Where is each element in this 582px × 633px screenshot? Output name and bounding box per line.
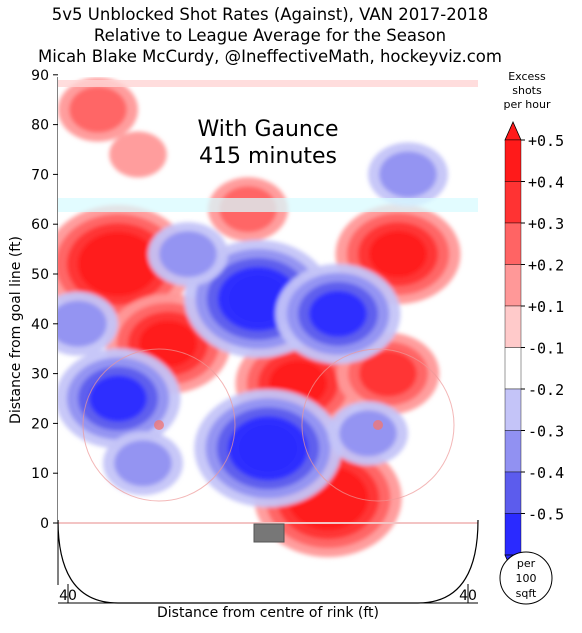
colorbar-band: [504, 305, 522, 348]
contour-region: [69, 86, 127, 133]
chart-subtitle: Relative to League Average for the Seaso…: [93, 26, 447, 45]
y-tick-group: 0 10 20 30 40 50 60 70 80 90: [31, 68, 58, 532]
chart-author: Micah Blake McCurdy, @IneffectiveMath, h…: [38, 47, 502, 66]
colorbar-tick-label: +0.2: [528, 257, 564, 275]
colorbar-tick-label: +0.3: [528, 215, 564, 233]
faceoff-circle-left: [82, 348, 236, 502]
colorbar: Excess shots per hour +0.5+0.4+0.3+0.2+0…: [499, 70, 564, 605]
y-tick-label: 60: [31, 217, 49, 233]
player-label: With Gaunce: [198, 117, 339, 142]
unit-line2: 100: [516, 572, 537, 585]
contour-layer: [58, 77, 461, 558]
rink-boards-corner: [57, 519, 479, 604]
colorbar-band: [504, 388, 522, 431]
y-tick-label: 70: [31, 167, 49, 183]
colorbar-tick-label: -0.3: [528, 423, 564, 441]
colorbar-title-line2: shots: [512, 84, 542, 97]
y-tick-label: 30: [31, 367, 49, 383]
contour-region: [58, 300, 107, 347]
colorbar-band: [504, 181, 522, 224]
y-axis: 0 10 20 30 40 50 60 70 80 90 Distance from goal l…: [8, 68, 59, 585]
colorbar-tick-label: -0.5: [528, 506, 564, 524]
goal-net: [253, 523, 285, 543]
faceoff-circle-right: [301, 348, 455, 502]
colorbar-labels: +0.5 +0.4 +0.3 +0.2 +0.1 -0.1 -0.2 -0.3 -0.4 -0.5: [521, 132, 564, 524]
colorbar-band: [504, 139, 522, 182]
faceoff-dot-left: [154, 420, 164, 430]
contour-region: [89, 375, 147, 422]
colorbar-tick-label: -0.4: [528, 464, 564, 482]
colorbar-bands: [504, 121, 522, 574]
contour-region: [339, 410, 397, 457]
contour-region: [239, 425, 297, 472]
colorbar-extend-top: [504, 121, 522, 141]
colorbar-band: [504, 347, 522, 390]
colorbar-tick-label: -0.1: [528, 340, 564, 358]
y-axis-label: Distance from goal line (ft): [8, 236, 24, 424]
x-tick-label: 40: [459, 588, 477, 604]
y-tick-label: 80: [31, 118, 49, 134]
contour-region: [359, 350, 417, 397]
y-tick-label: 50: [31, 267, 49, 283]
colorbar-tick-label: +0.4: [528, 174, 564, 192]
colorbar-band: [504, 264, 522, 307]
contour-region: [89, 241, 147, 288]
x-tick-label: 40: [59, 588, 77, 604]
x-axis-label: Distance from centre of rink (ft): [157, 605, 379, 621]
chart-title-block: 5v5 Unblocked Shot Rates (Against), VAN …: [0, 4, 540, 67]
colorbar-band: [504, 222, 522, 265]
contour-region: [139, 320, 197, 367]
y-tick-label: 0: [40, 516, 49, 532]
y-tick-label: 90: [31, 68, 49, 84]
y-tick-label: 40: [31, 317, 49, 333]
colorbar-tick-label: +0.1: [528, 298, 564, 316]
center-line: [58, 80, 478, 87]
y-tick-label: 20: [31, 416, 49, 432]
colorbar-band: [504, 471, 522, 514]
colorbar-tick-label: +0.5: [528, 132, 564, 150]
unit-badge: [499, 551, 553, 605]
contour-region: [369, 231, 427, 278]
contour-region: [114, 440, 172, 487]
blue-line: [58, 198, 478, 212]
colorbar-title-line1: Excess: [508, 70, 546, 83]
unit-line1: per: [517, 557, 536, 570]
contour-region: [379, 151, 437, 198]
colorbar-title-line3: per hour: [504, 98, 551, 111]
contour-region: [109, 131, 167, 178]
contour-region: [159, 231, 217, 278]
y-tick-label: 10: [31, 466, 49, 482]
colorbar-tick-label: -0.2: [528, 381, 564, 399]
contour-region: [309, 290, 367, 337]
chart-title: 5v5 Unblocked Shot Rates (Against), VAN …: [51, 5, 489, 24]
unit-line3: sqft: [516, 587, 537, 600]
contour-region: [229, 275, 287, 322]
faceoff-dot-right: [373, 420, 383, 430]
minutes-label: 415 minutes: [199, 144, 337, 169]
plot-area: [58, 77, 478, 603]
overlay-text: With Gaunce 415 minutes: [198, 117, 339, 169]
colorbar-band: [504, 430, 522, 473]
colorbar-band: [504, 513, 522, 556]
